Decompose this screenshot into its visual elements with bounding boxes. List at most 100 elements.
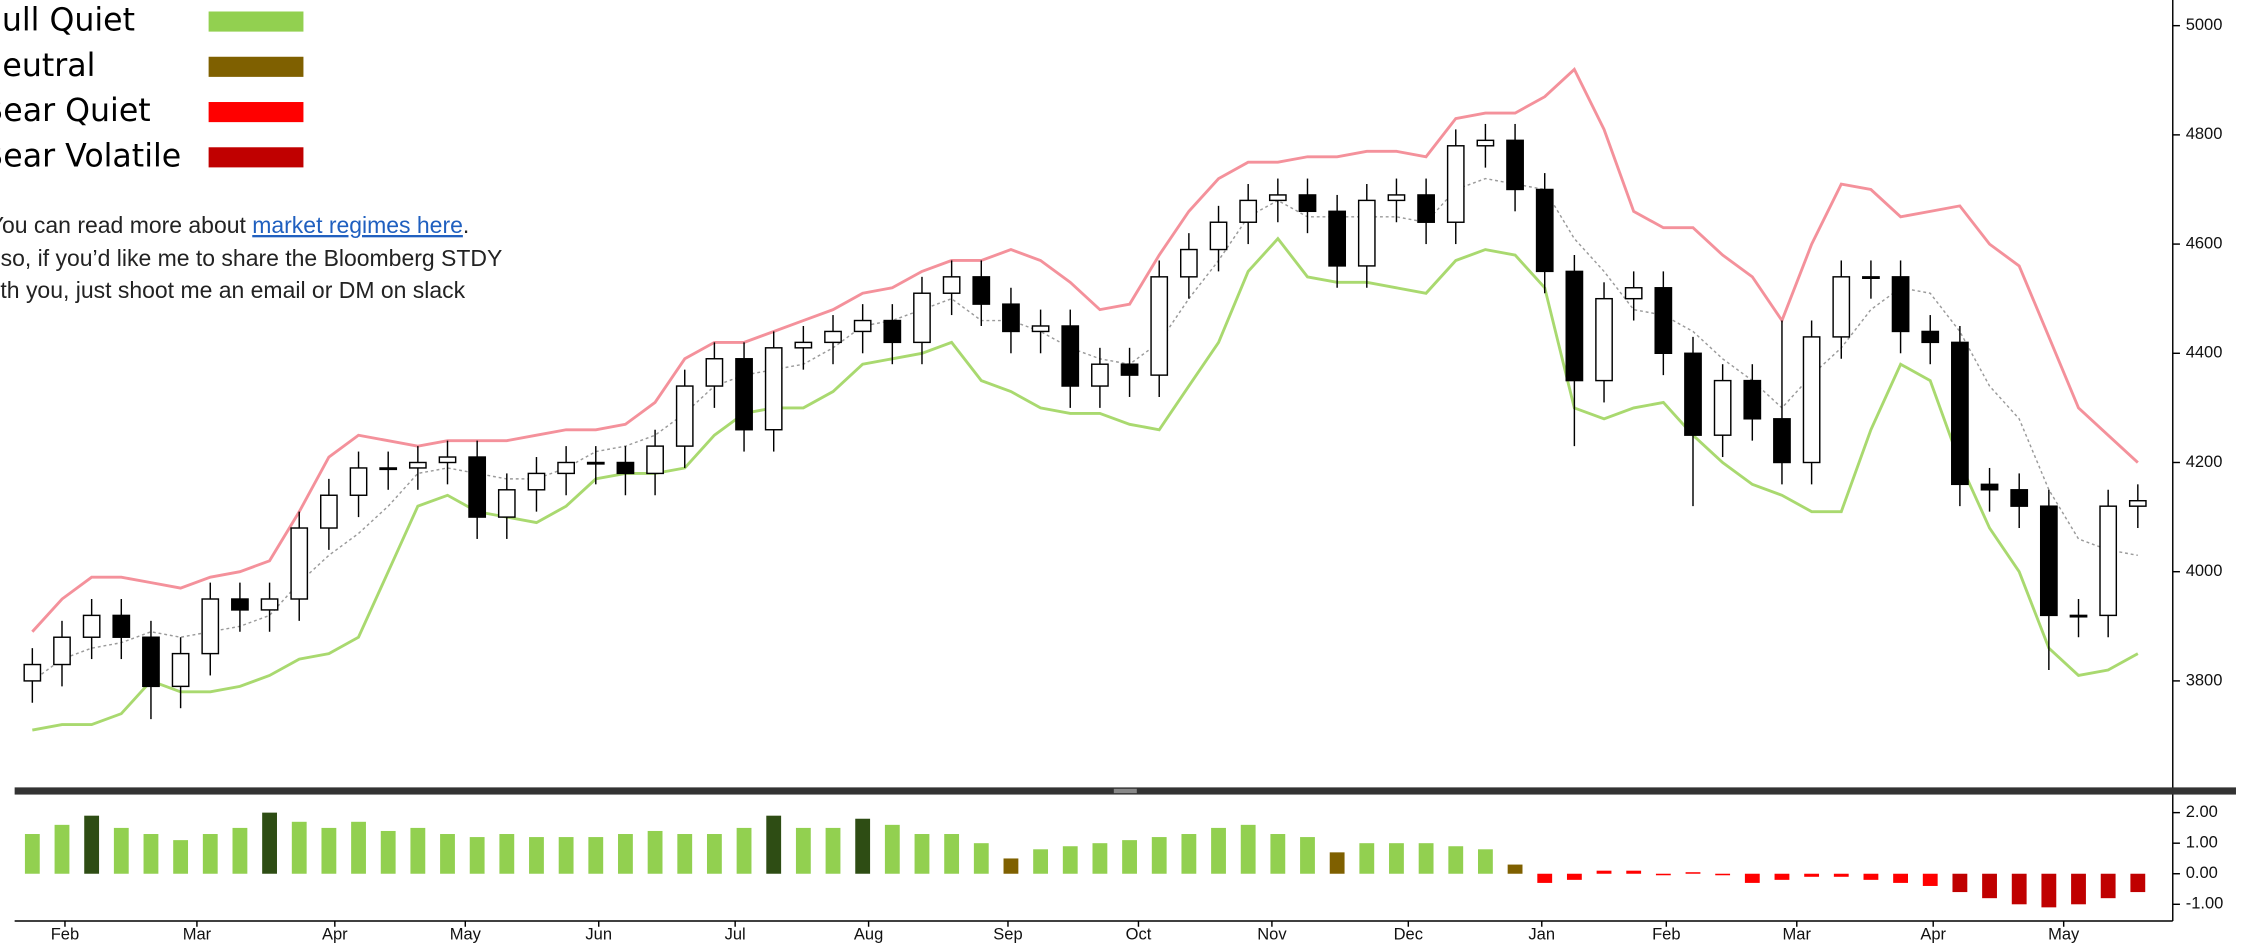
legend-label: Bull Quiet: [0, 3, 135, 39]
candle-body: [1328, 210, 1347, 267]
candle-body: [1091, 363, 1109, 387]
candle-body: [1595, 297, 1613, 382]
regime-bar: [618, 834, 633, 874]
regime-bar: [1270, 834, 1286, 874]
regime-bar: [1566, 873, 1582, 880]
candle-body: [972, 276, 991, 305]
regime-bar: [1389, 843, 1404, 874]
regime-bar: [232, 827, 248, 874]
regime-bar: [380, 830, 396, 874]
candle-body: [913, 292, 931, 344]
candle-body: [1120, 363, 1139, 376]
regime-bar: [351, 821, 366, 874]
y-tick-label: 4800: [2186, 124, 2223, 143]
candle-body: [260, 598, 279, 611]
x-tick-label: Mar: [1783, 925, 1812, 944]
x-tick-label: Feb: [1652, 925, 1680, 944]
candle-body: [705, 358, 724, 387]
x-tick-label: Jul: [725, 925, 746, 944]
regime-bar: [410, 827, 426, 874]
regime-bar: [173, 840, 189, 874]
regime-bar: [766, 815, 782, 874]
regime-bar: [647, 830, 663, 874]
legend: Bull Quiet Neutral Bear Quiet Bear Volatile: [0, 3, 304, 174]
x-tick-label: Dec: [1394, 925, 1423, 944]
regime-bar: [1092, 843, 1108, 874]
candle-body: [646, 445, 664, 475]
regime-bar: [1181, 834, 1197, 874]
candle-body: [557, 461, 575, 475]
y-tick-label: 5000: [2186, 15, 2223, 34]
candle-body: [1387, 194, 1406, 202]
y-tick-label: 4600: [2186, 233, 2223, 252]
y-tick-label: 4200: [2186, 452, 2223, 471]
candle-body: [53, 636, 71, 666]
candle-body: [2010, 489, 2029, 507]
y-tick-label: -1.00: [2186, 894, 2224, 913]
candle-body: [468, 456, 487, 518]
candle-body: [616, 461, 635, 475]
y-tick-label: 1.00: [2186, 833, 2218, 852]
regime-bar: [1982, 873, 1997, 899]
regime-bar: [113, 827, 129, 874]
regime-bar: [1300, 837, 1315, 874]
regime-bar: [54, 824, 70, 874]
regime-bar: [1744, 873, 1760, 883]
regime-bar: [825, 827, 841, 874]
regime-bar: [1804, 873, 1820, 877]
regime-bar: [677, 834, 693, 874]
candle-body: [1031, 325, 1050, 333]
x-tick-label: Feb: [51, 925, 79, 944]
legend-swatch: [208, 102, 304, 123]
legend-swatch: [208, 11, 304, 32]
regime-bar: [1418, 843, 1434, 874]
candle-body: [231, 598, 249, 611]
candle-body: [2039, 505, 2058, 617]
candle-body: [2069, 614, 2088, 618]
regime-bar: [2100, 873, 2116, 899]
regime-bar: [1833, 873, 1849, 877]
candle-body: [1654, 287, 1673, 355]
candle-body: [853, 319, 872, 333]
note-text: .: [463, 212, 469, 238]
regime-bar: [499, 834, 515, 874]
candle-body: [2128, 499, 2147, 507]
note-text: You can read more about: [0, 212, 252, 238]
regime-bar: [529, 837, 544, 874]
candle-body: [1506, 139, 1524, 191]
regime-bar: [1211, 827, 1226, 874]
candle-body: [171, 652, 190, 688]
regime-bar: [795, 827, 811, 874]
candle-body: [1951, 341, 1969, 486]
candle-body: [764, 347, 783, 431]
y-tick-label: 4400: [2186, 343, 2223, 362]
band-line: [31, 177, 2138, 682]
candle-body: [675, 385, 694, 447]
candle-body: [1891, 276, 1910, 333]
candle-body: [1061, 325, 1080, 387]
legend-label: Bear Volatile: [0, 138, 181, 174]
legend-swatch: [208, 56, 304, 77]
x-tick-label: May: [450, 925, 482, 944]
regime-bar: [1240, 824, 1256, 874]
candle-body: [497, 489, 516, 518]
regime-bar: [1596, 870, 1612, 874]
note-line: Also, if you’d like me to share the Bloo…: [0, 245, 502, 271]
candle-body: [1624, 287, 1643, 300]
x-tick-label: May: [2048, 925, 2080, 944]
y-tick-label: 4000: [2186, 561, 2223, 580]
candle-body: [942, 276, 961, 294]
note-link[interactable]: market regimes here: [252, 212, 463, 238]
candle-body: [112, 614, 131, 638]
regime-bar: [1033, 849, 1049, 874]
y-tick-label: 3800: [2186, 670, 2223, 689]
candle-body: [23, 663, 42, 682]
regime-bar: [855, 818, 871, 874]
candle-body: [1298, 194, 1317, 213]
regime-bar: [1507, 864, 1523, 874]
regime-bar: [588, 837, 604, 874]
candle-body: [586, 461, 605, 465]
candle-body: [1002, 303, 1020, 333]
